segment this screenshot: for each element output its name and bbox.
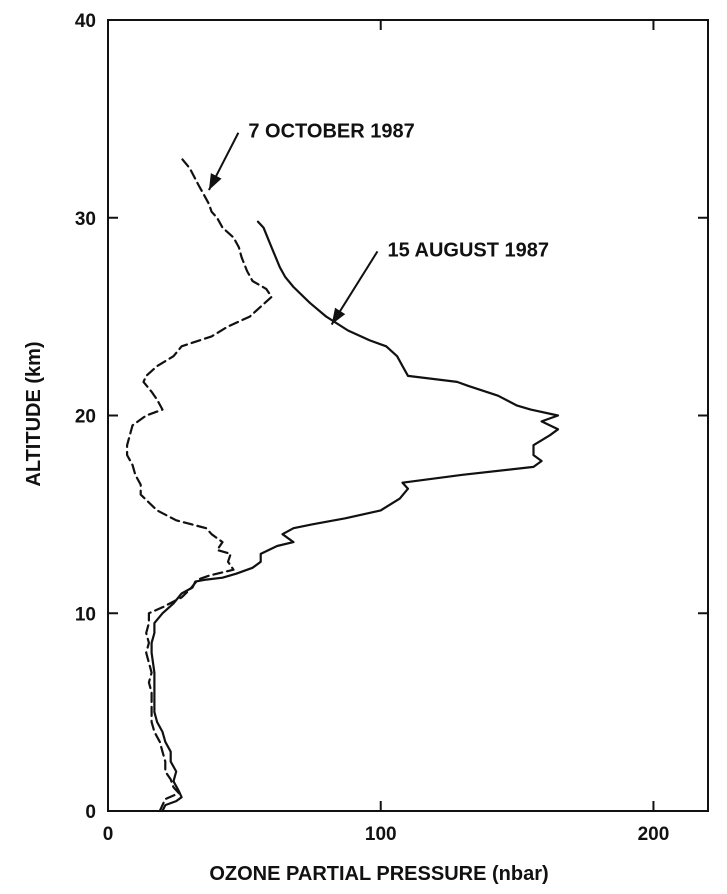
x-tick-label: 100 <box>365 824 397 845</box>
annotation-arrowhead <box>331 307 346 325</box>
x-axis-title: OZONE PARTIAL PRESSURE (nbar) <box>209 863 548 885</box>
y-tick-label: 40 <box>75 11 96 32</box>
annotation-arrowhead <box>208 173 222 191</box>
x-tick-label: 0 <box>103 824 114 845</box>
axes-layer: 0 10 20 30 40 0 100 200 <box>75 11 709 845</box>
annotation-label: 7 OCTOBER 1987 <box>248 121 414 143</box>
series-layer <box>126 157 560 813</box>
y-axis-title: ALTITUDE (km) <box>23 341 45 486</box>
x-tick-label: 200 <box>638 824 670 845</box>
y-tick-label: 10 <box>75 604 96 625</box>
y-tick-label: 30 <box>75 209 96 230</box>
y-tick-label: 20 <box>75 407 96 428</box>
series-line-dashed <box>126 157 273 813</box>
annotation-label: 15 AUGUST 1987 <box>387 239 549 261</box>
series-line-solid <box>150 220 560 813</box>
annotation-layer: 7 OCTOBER 1987 15 AUGUST 1987 <box>208 121 549 326</box>
y-tick-label: 0 <box>85 802 96 823</box>
